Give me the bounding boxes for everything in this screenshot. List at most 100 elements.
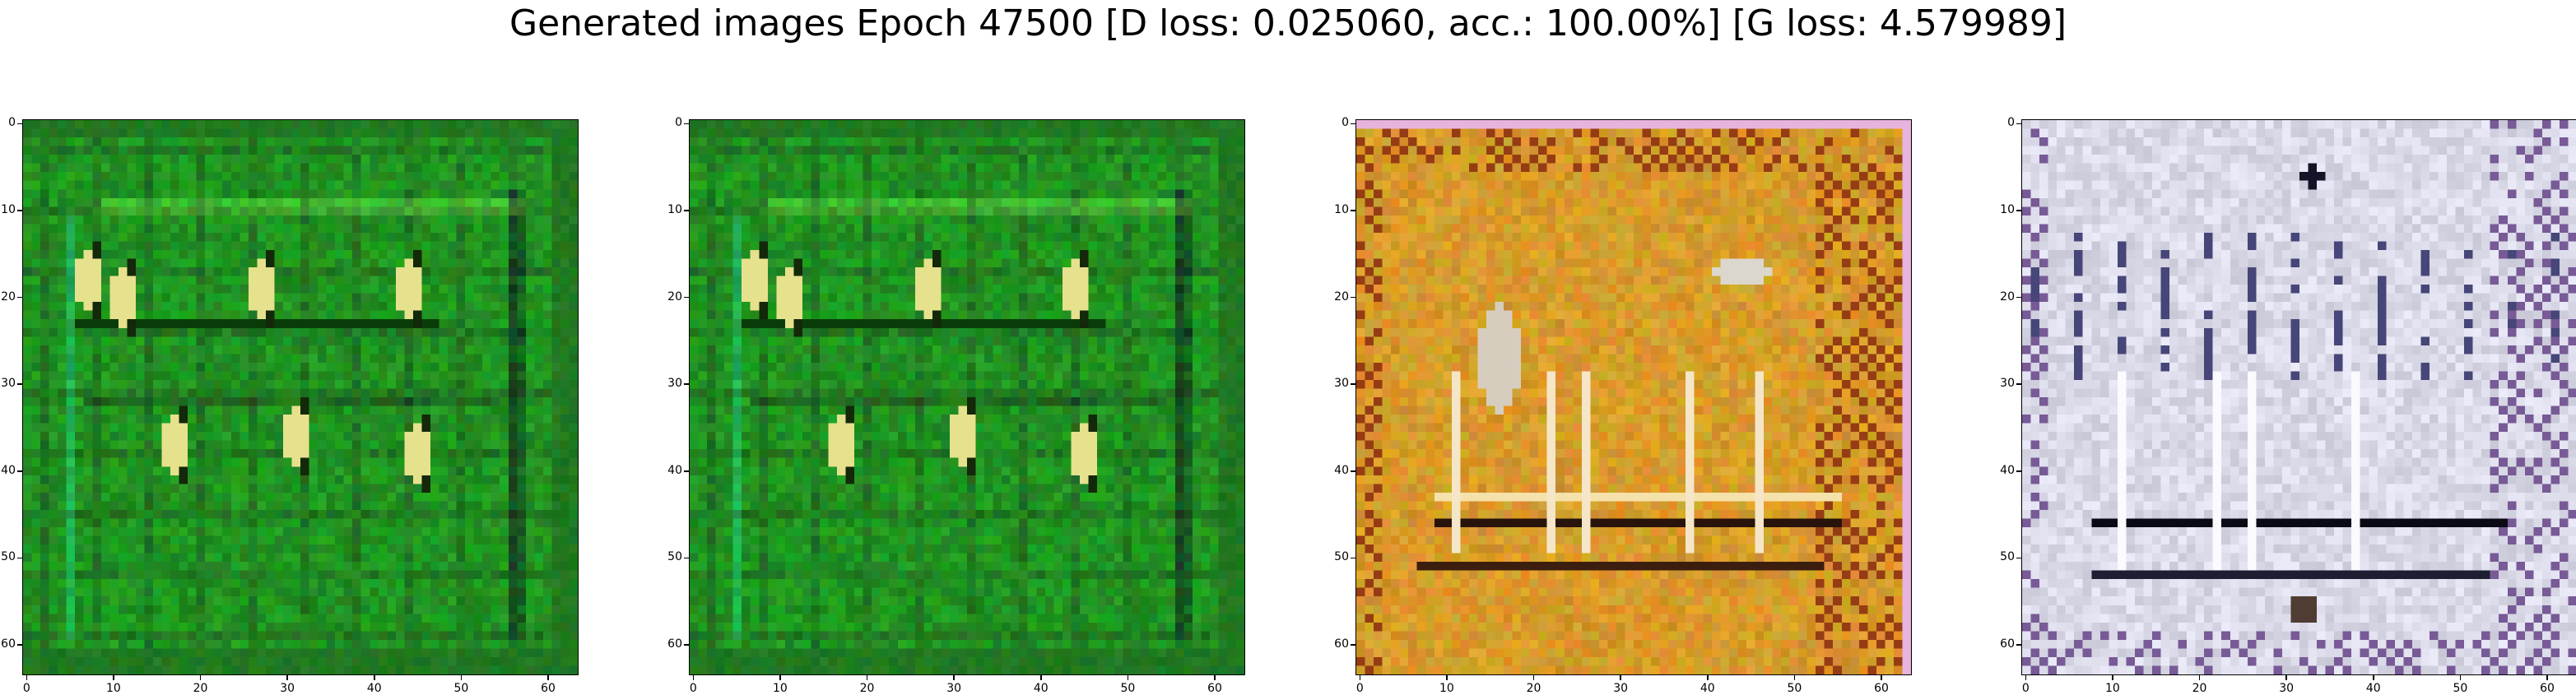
y-tick	[1351, 557, 1355, 559]
x-tick-label: 10	[1439, 682, 1454, 695]
x-tick	[26, 675, 28, 680]
x-tick-label: 60	[2540, 682, 2555, 695]
x-tick-label: 20	[2192, 682, 2207, 695]
x-tick	[113, 675, 114, 680]
y-tick	[684, 210, 689, 211]
y-tick-label: 20	[1, 290, 16, 303]
x-tick-label: 60	[1207, 682, 1222, 695]
x-tick	[2025, 675, 2027, 680]
y-tick	[1351, 296, 1355, 299]
y-tick	[2016, 557, 2021, 559]
y-tick	[684, 383, 689, 385]
y-tick	[17, 470, 22, 472]
x-tick	[1532, 675, 1535, 680]
y-tick	[684, 296, 689, 299]
y-tick-label: 10	[2000, 202, 2015, 216]
x-tick	[692, 675, 695, 680]
y-tick	[684, 123, 689, 125]
y-tick-label: 60	[2000, 637, 2015, 651]
y-tick	[17, 123, 22, 125]
y-tick-label: 50	[2000, 550, 2015, 564]
y-tick-label: 0	[1341, 116, 1349, 130]
x-tick-label: 50	[453, 682, 469, 695]
x-tick-label: 20	[193, 682, 208, 695]
x-tick	[953, 675, 955, 680]
y-tick	[17, 557, 22, 559]
x-tick	[460, 675, 463, 680]
x-tick-label: 10	[772, 682, 788, 695]
y-tick	[2016, 296, 2021, 299]
x-tick	[779, 675, 781, 680]
y-tick	[684, 470, 689, 472]
y-tick	[17, 644, 22, 646]
x-tick	[1127, 675, 1129, 680]
y-tick-label: 20	[2000, 290, 2015, 303]
x-tick	[374, 675, 375, 680]
y-tick	[1351, 123, 1355, 125]
y-tick	[17, 210, 22, 211]
x-tick	[1214, 675, 1216, 680]
y-tick	[17, 296, 22, 299]
generated-image-3	[1356, 120, 1911, 674]
x-tick-label: 0	[689, 682, 697, 695]
generated-image-2	[690, 120, 1244, 674]
y-tick-label: 60	[667, 637, 682, 651]
figure-title: Generated images Epoch 47500 [D loss: 0.…	[509, 2, 2067, 44]
y-tick-label: 10	[1, 202, 16, 216]
x-tick-label: 40	[366, 682, 382, 695]
y-tick	[2016, 123, 2021, 125]
x-tick	[2112, 675, 2113, 680]
x-tick-label: 60	[541, 682, 556, 695]
y-tick	[2016, 383, 2021, 385]
x-tick-label: 0	[1355, 682, 1364, 695]
y-tick	[1351, 210, 1355, 211]
x-tick	[286, 675, 288, 680]
x-tick-label: 50	[1120, 682, 1136, 695]
x-tick-label: 30	[280, 682, 295, 695]
y-tick	[1351, 644, 1355, 646]
generated-image-4	[2022, 120, 2576, 674]
y-tick-label: 40	[2000, 463, 2015, 477]
x-tick-label: 10	[2104, 682, 2120, 695]
y-tick-label: 50	[1, 550, 16, 564]
y-tick-label: 10	[1334, 202, 1349, 216]
y-tick	[684, 644, 689, 646]
y-tick-label: 20	[1334, 290, 1349, 303]
y-tick-label: 30	[2000, 377, 2015, 391]
x-tick-label: 20	[1526, 682, 1541, 695]
x-tick	[2373, 675, 2374, 680]
x-tick-label: 50	[1787, 682, 1802, 695]
x-tick-label: 30	[946, 682, 962, 695]
y-tick-label: 0	[675, 116, 682, 130]
x-tick-label: 10	[105, 682, 121, 695]
y-tick	[1351, 383, 1355, 385]
y-tick-label: 50	[667, 550, 682, 564]
x-tick-label: 40	[2365, 682, 2381, 695]
x-tick-label: 20	[859, 682, 875, 695]
y-tick-label: 30	[667, 377, 682, 391]
x-tick-label: 50	[2453, 682, 2468, 695]
x-tick-label: 30	[1613, 682, 1629, 695]
x-tick	[1040, 675, 1042, 680]
x-tick	[1707, 675, 1709, 680]
y-tick-label: 60	[1334, 637, 1349, 651]
x-tick	[2459, 675, 2462, 680]
x-tick	[1793, 675, 1796, 680]
y-tick-label: 30	[1, 377, 16, 391]
x-tick-label: 40	[1033, 682, 1049, 695]
x-tick	[2198, 675, 2201, 680]
y-tick-label: 10	[667, 202, 682, 216]
y-tick-label: 60	[1, 637, 16, 651]
x-tick	[199, 675, 202, 680]
y-tick-label: 0	[8, 116, 16, 130]
y-tick-label: 40	[1334, 463, 1349, 477]
y-tick-label: 20	[667, 290, 682, 303]
y-tick-label: 30	[1334, 377, 1349, 391]
x-tick	[1620, 675, 1621, 680]
x-tick	[1881, 675, 1882, 680]
x-tick	[547, 675, 549, 680]
y-tick-label: 40	[1, 463, 16, 477]
y-tick-label: 0	[2007, 116, 2015, 130]
y-tick	[684, 557, 689, 559]
x-tick	[866, 675, 868, 680]
